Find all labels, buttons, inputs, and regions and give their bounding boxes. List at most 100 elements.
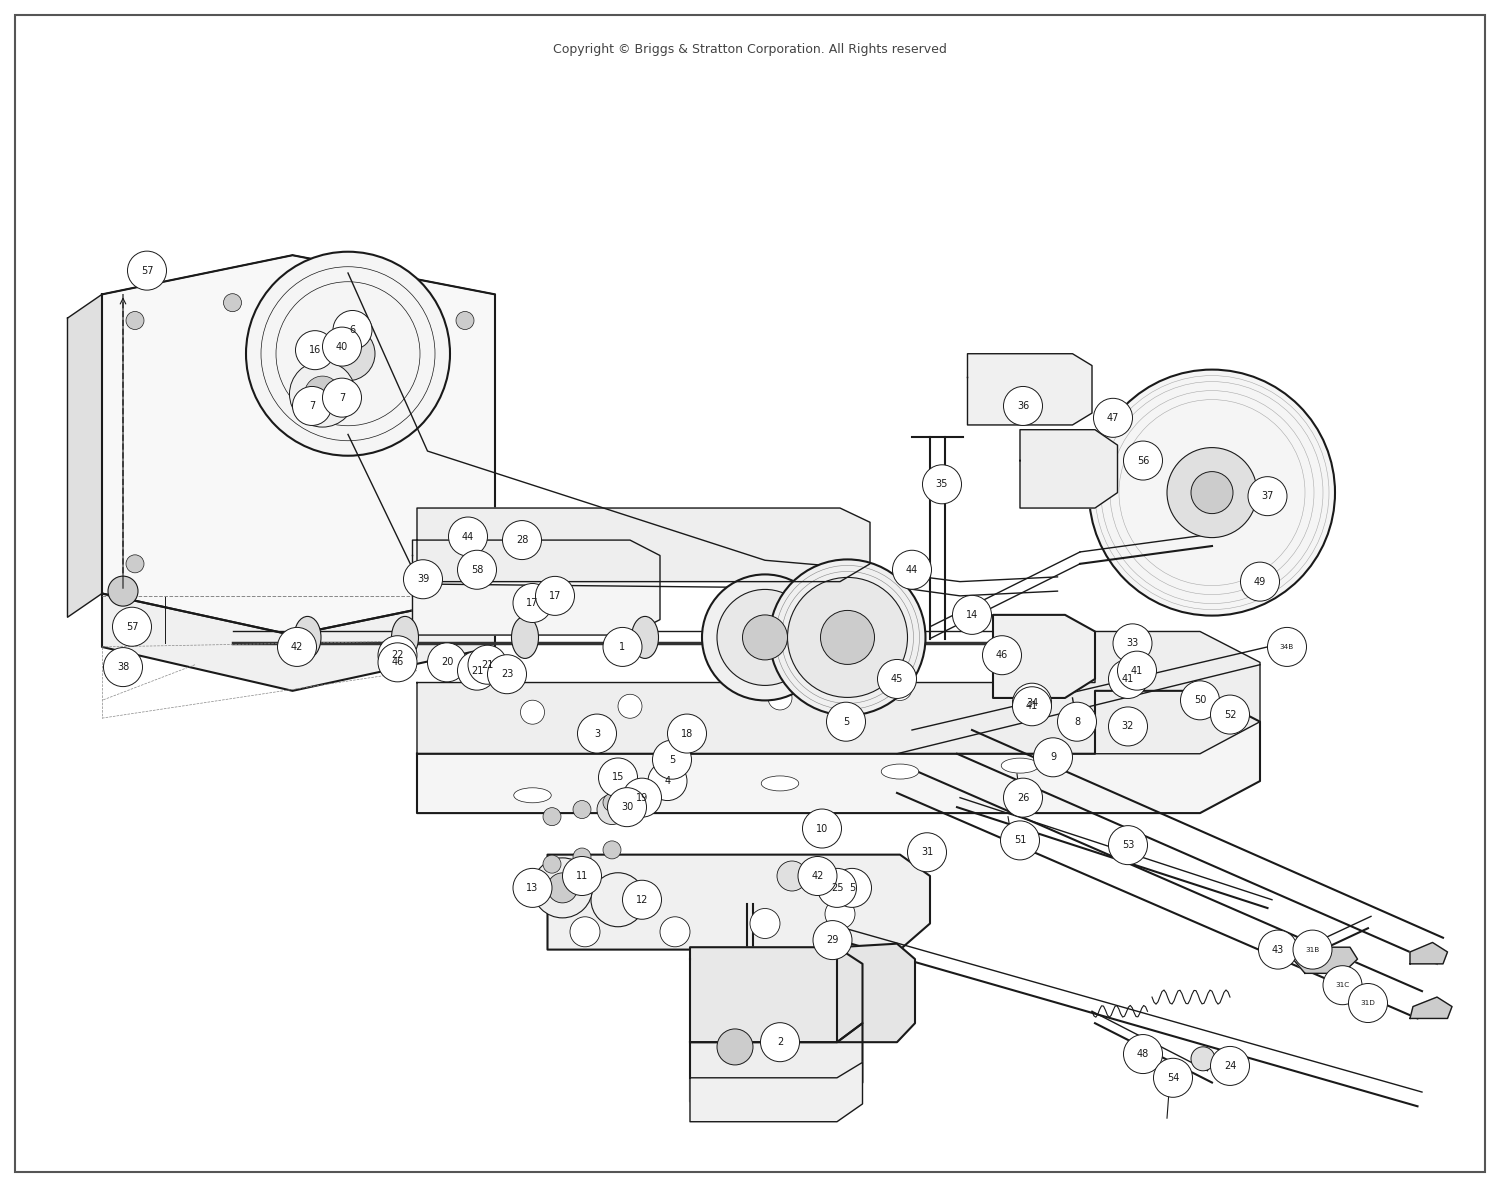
Text: 13: 13 xyxy=(526,883,538,893)
Polygon shape xyxy=(1020,430,1118,508)
Circle shape xyxy=(126,311,144,330)
Text: 35: 35 xyxy=(936,480,948,489)
Circle shape xyxy=(603,793,621,812)
Text: 34: 34 xyxy=(1026,698,1038,707)
Text: 36: 36 xyxy=(1017,401,1029,411)
Circle shape xyxy=(777,861,807,891)
Circle shape xyxy=(622,881,662,919)
Circle shape xyxy=(112,608,152,646)
Text: 37: 37 xyxy=(1262,491,1274,501)
Text: Copyright © Briggs & Stratton Corporation. All Rights reserved: Copyright © Briggs & Stratton Corporatio… xyxy=(554,44,946,56)
Circle shape xyxy=(802,810,842,848)
Circle shape xyxy=(562,857,602,895)
Circle shape xyxy=(798,857,837,895)
Text: 18: 18 xyxy=(681,729,693,738)
Text: 16: 16 xyxy=(309,345,321,355)
Text: 22: 22 xyxy=(392,650,404,660)
Circle shape xyxy=(548,872,578,903)
Text: 33: 33 xyxy=(1126,639,1138,648)
Circle shape xyxy=(427,643,466,681)
Circle shape xyxy=(591,872,645,927)
Circle shape xyxy=(1113,624,1152,662)
Text: 5: 5 xyxy=(849,883,855,893)
Text: 51: 51 xyxy=(1014,836,1026,845)
Circle shape xyxy=(821,610,874,665)
Circle shape xyxy=(1108,826,1148,864)
Text: 12: 12 xyxy=(636,895,648,904)
Circle shape xyxy=(922,465,962,503)
Circle shape xyxy=(768,686,792,710)
Text: 25: 25 xyxy=(831,883,843,893)
Circle shape xyxy=(296,331,334,369)
Circle shape xyxy=(878,660,916,698)
Circle shape xyxy=(888,677,912,700)
Text: 20: 20 xyxy=(441,658,453,667)
Text: 57: 57 xyxy=(126,622,138,631)
Circle shape xyxy=(603,628,642,666)
Text: 39: 39 xyxy=(417,575,429,584)
Circle shape xyxy=(1191,471,1233,514)
Text: 44: 44 xyxy=(462,532,474,541)
Text: 32: 32 xyxy=(1122,722,1134,731)
Text: 9: 9 xyxy=(1050,753,1056,762)
Text: 58: 58 xyxy=(471,565,483,575)
Circle shape xyxy=(770,559,926,716)
Circle shape xyxy=(1240,563,1280,601)
Circle shape xyxy=(468,646,507,684)
Circle shape xyxy=(224,293,242,312)
Text: 41: 41 xyxy=(1026,702,1038,711)
Circle shape xyxy=(1013,687,1052,725)
Polygon shape xyxy=(690,1062,862,1122)
Text: 24: 24 xyxy=(1224,1061,1236,1071)
Circle shape xyxy=(543,807,561,826)
Circle shape xyxy=(1248,477,1287,515)
Circle shape xyxy=(1124,442,1162,480)
Circle shape xyxy=(304,376,340,412)
Polygon shape xyxy=(1410,997,1452,1018)
Text: 56: 56 xyxy=(1137,456,1149,465)
Ellipse shape xyxy=(632,616,658,659)
Circle shape xyxy=(1004,779,1042,817)
Circle shape xyxy=(322,379,362,417)
Polygon shape xyxy=(837,944,915,1042)
Text: 1: 1 xyxy=(620,642,626,652)
Circle shape xyxy=(1210,696,1249,734)
Circle shape xyxy=(1004,387,1042,425)
Circle shape xyxy=(908,833,946,871)
Ellipse shape xyxy=(294,616,321,659)
Circle shape xyxy=(246,252,450,456)
Circle shape xyxy=(292,387,332,425)
Text: 21: 21 xyxy=(482,660,494,669)
Circle shape xyxy=(982,636,1022,674)
Circle shape xyxy=(1293,931,1332,969)
Polygon shape xyxy=(413,540,660,635)
Circle shape xyxy=(750,908,780,939)
Circle shape xyxy=(1013,684,1052,722)
Circle shape xyxy=(648,762,687,800)
Text: 38: 38 xyxy=(117,662,129,672)
Circle shape xyxy=(818,869,856,907)
Polygon shape xyxy=(690,947,862,1042)
Circle shape xyxy=(598,758,638,796)
Circle shape xyxy=(543,855,561,874)
Circle shape xyxy=(702,575,828,700)
Circle shape xyxy=(126,554,144,573)
Text: 54: 54 xyxy=(1167,1073,1179,1083)
Ellipse shape xyxy=(392,616,418,659)
Polygon shape xyxy=(968,354,1092,425)
Circle shape xyxy=(892,551,932,589)
Text: 17: 17 xyxy=(549,591,561,601)
Ellipse shape xyxy=(760,776,798,791)
Text: 17: 17 xyxy=(526,598,538,608)
Circle shape xyxy=(536,577,574,615)
Polygon shape xyxy=(102,594,495,691)
Text: 15: 15 xyxy=(612,773,624,782)
Circle shape xyxy=(660,916,690,947)
Text: 40: 40 xyxy=(336,342,348,351)
Circle shape xyxy=(333,311,372,349)
Circle shape xyxy=(1268,628,1306,666)
Circle shape xyxy=(1210,1047,1249,1085)
Circle shape xyxy=(290,361,356,427)
Circle shape xyxy=(278,628,316,666)
Text: 41: 41 xyxy=(1122,674,1134,684)
